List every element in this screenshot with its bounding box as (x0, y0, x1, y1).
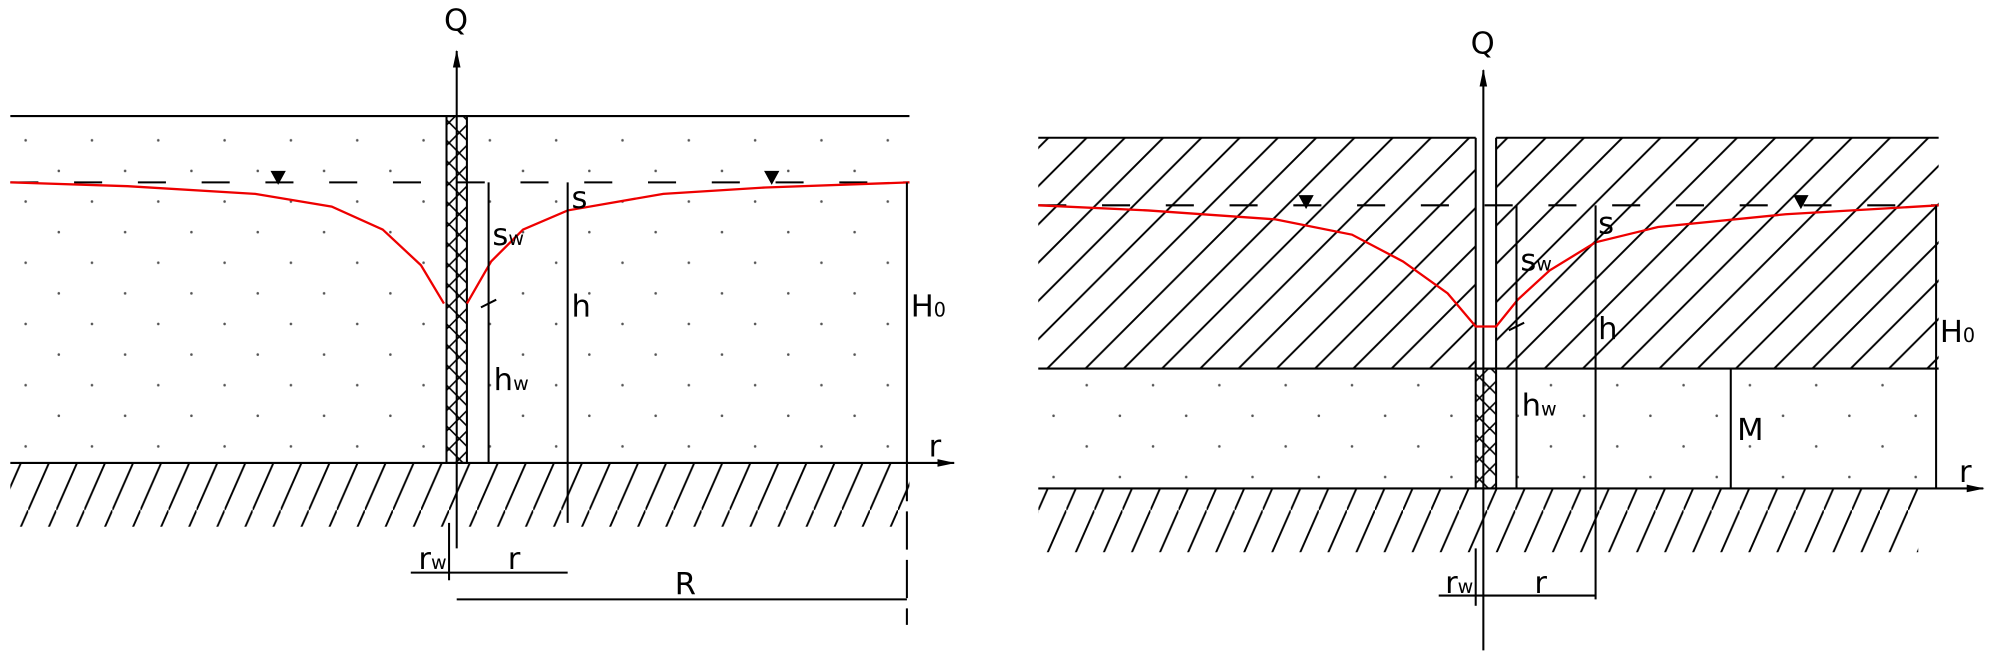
label: r (929, 430, 942, 465)
dim-tick (1508, 321, 1525, 332)
ground-hatch (10, 462, 910, 527)
label: H0 (911, 289, 946, 324)
drawdown-curve (10, 181, 445, 305)
label: sw (492, 218, 524, 253)
label: H0 (1940, 315, 1975, 350)
label: r (508, 542, 521, 577)
label: hw (1522, 389, 1557, 424)
label: r (1534, 566, 1547, 601)
label: h (571, 289, 590, 324)
label: s (1598, 206, 1614, 241)
label: r (1959, 455, 1972, 490)
confining-layer (1496, 137, 1939, 369)
confining-layer (1038, 137, 1476, 369)
label: Q (1471, 27, 1495, 62)
unconfined-diagram: Q sw s h hw H0 r rw r R (10, 4, 956, 625)
level-marker (764, 170, 780, 185)
label: M (1737, 413, 1763, 448)
dim-tick (480, 298, 497, 309)
level-marker (270, 170, 286, 185)
label: rw (1445, 566, 1473, 601)
label: h (1598, 312, 1617, 347)
label: Q (444, 4, 468, 39)
label: R (675, 567, 696, 602)
label: sw (1520, 243, 1552, 278)
confined-diagram: Q sw s h hw M H0 r rw r (1038, 27, 1985, 651)
label: rw (418, 542, 446, 577)
label: hw (494, 363, 529, 398)
level-marker (1793, 195, 1809, 210)
well-screen (1474, 367, 1498, 490)
level-marker (1298, 195, 1314, 210)
label: s (571, 181, 587, 216)
drawdown-curve (1038, 204, 1939, 328)
ground-hatch (1038, 488, 1919, 553)
